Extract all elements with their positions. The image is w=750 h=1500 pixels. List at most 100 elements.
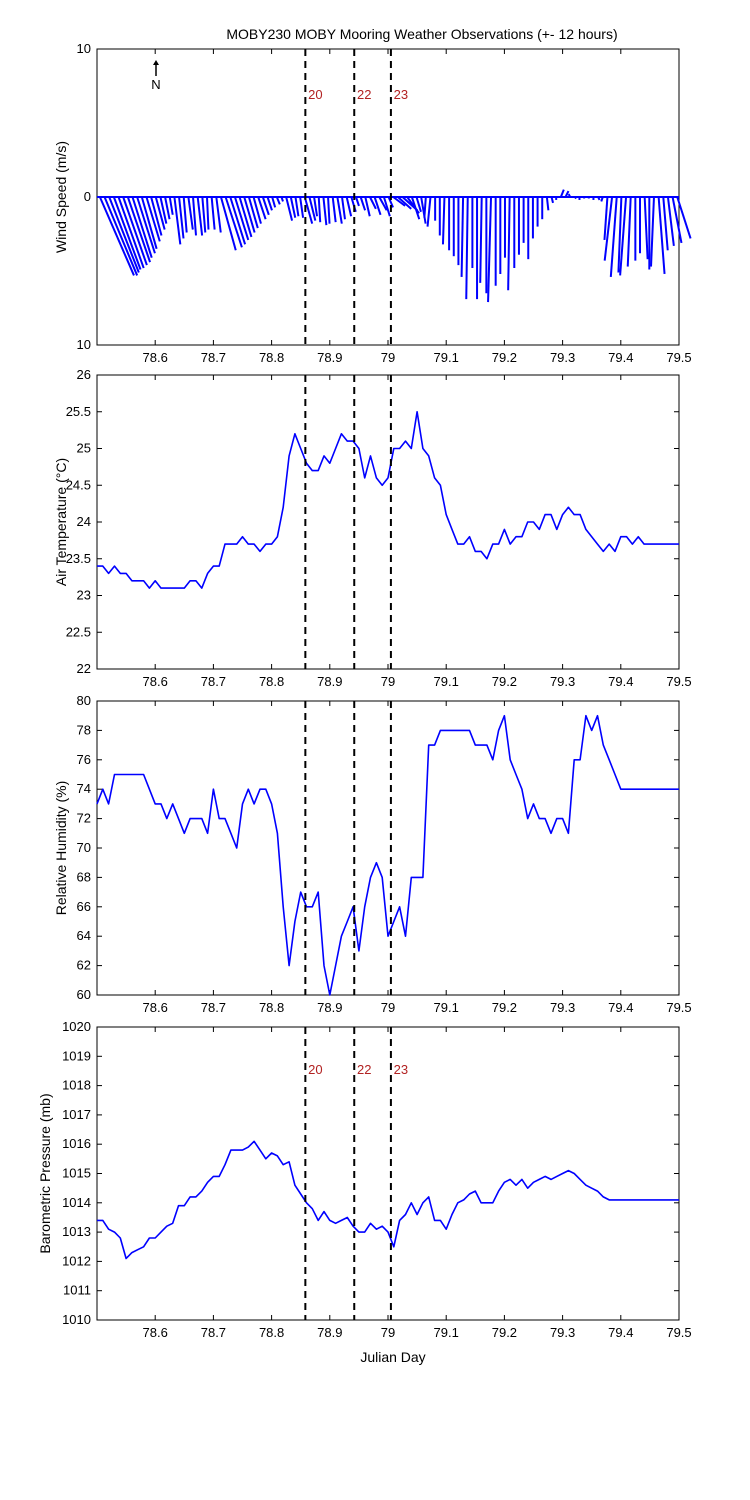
wind-stick — [327, 196, 331, 224]
pressure-ytick-label: 1011 — [63, 1283, 91, 1298]
temp-xtick-label: 79 — [381, 674, 395, 689]
pressure-xtick-label: 79.5 — [666, 1325, 691, 1340]
wind-event-label: 22 — [357, 87, 371, 102]
north-label: N — [151, 77, 160, 92]
humidity-xtick-label: 79.2 — [492, 1000, 517, 1015]
temp-y-axis-label: Air Temperature (°C) — [53, 458, 69, 586]
wind-xtick-label: 79.3 — [550, 350, 575, 365]
wind-xtick-label: 78.9 — [317, 350, 342, 365]
wind-stick — [112, 196, 142, 270]
wind-stick — [247, 196, 259, 229]
temp-xtick-label: 79.3 — [550, 674, 575, 689]
humidity-ytick-label: 66 — [77, 899, 91, 914]
wind-stick — [243, 196, 256, 233]
humidity-series-line — [96, 714, 679, 996]
wind-stick — [280, 196, 284, 202]
wind-stick — [271, 196, 277, 208]
wind-ytick-label: 0 — [84, 189, 91, 204]
wind-stick — [126, 196, 151, 263]
wind-stick — [150, 196, 163, 236]
wind-stick — [676, 196, 692, 239]
pressure-xtick-label: 78.9 — [317, 1325, 342, 1340]
wind-xtick-label: 79.2 — [492, 350, 517, 365]
wind-stick — [233, 196, 250, 241]
wind-stick — [205, 196, 210, 230]
temp-xtick-label: 79.1 — [434, 674, 459, 689]
wind-stick — [252, 196, 262, 224]
wind-stick — [507, 196, 511, 291]
pressure-ytick-label: 1018 — [62, 1078, 91, 1093]
wind-ytick-label: 10 — [77, 41, 91, 56]
temp-ytick-label: 23 — [77, 588, 91, 603]
wind-stick — [355, 196, 360, 207]
temp-panel: 78.6 78.7 78.8 78.9 79 79.1 79.2 79.3 79.4 79.5 22… — [53, 367, 692, 689]
wind-stick — [626, 196, 632, 267]
humidity-xtick-label: 79.1 — [434, 1000, 459, 1015]
humidity-xtick-label: 79.4 — [608, 1000, 633, 1015]
wind-stick — [289, 196, 297, 218]
wind-xtick-label: 79.4 — [608, 350, 633, 365]
humidity-xtick-label: 78.9 — [317, 1000, 342, 1015]
humidity-xtick-label: 79 — [381, 1000, 395, 1015]
wind-stick — [378, 196, 388, 211]
humidity-ytick-label: 60 — [77, 987, 91, 1002]
temp-ytick-label: 22.5 — [66, 624, 91, 639]
wind-stick — [313, 196, 319, 217]
wind-stick — [479, 196, 483, 283]
wind-ytick-label: 10 — [77, 337, 91, 352]
wind-stick — [415, 196, 422, 213]
pressure-event-label: 22 — [357, 1062, 371, 1077]
wind-xtick-label: 79.1 — [434, 350, 459, 365]
humidity-plot-frame — [96, 700, 680, 996]
wind-stick — [303, 196, 314, 224]
wind-stick — [201, 196, 207, 233]
pressure-event-label: 23 — [394, 1062, 408, 1077]
wind-stick — [322, 196, 328, 226]
wind-stick — [299, 196, 305, 218]
wind-stick — [460, 196, 465, 277]
wind-stick — [215, 196, 222, 233]
temp-xtick-label: 79.5 — [666, 674, 691, 689]
pressure-xtick-label: 79.1 — [434, 1325, 459, 1340]
temp-ytick-label: 24.5 — [66, 477, 91, 492]
wind-stick — [131, 196, 153, 258]
humidity-xtick-label: 78.8 — [259, 1000, 284, 1015]
wind-stick — [650, 196, 655, 267]
wind-stick — [345, 196, 353, 217]
wind-stick — [261, 196, 270, 216]
wind-stick — [136, 196, 156, 254]
wind-stick — [426, 196, 432, 227]
wind-stick — [662, 196, 669, 251]
wind-stick — [210, 196, 216, 230]
wind-stick — [550, 196, 554, 204]
temp-ytick-label: 24 — [77, 514, 91, 529]
humidity-ytick-label: 64 — [77, 928, 91, 943]
wind-xtick-label: 78.6 — [143, 350, 168, 365]
wind-stick — [317, 196, 322, 223]
humidity-ytick-label: 62 — [77, 958, 91, 973]
wind-stick — [423, 196, 427, 218]
x-axis-label: Julian Day — [360, 1349, 425, 1365]
wind-stick — [266, 196, 273, 211]
wind-stick — [603, 196, 614, 261]
pressure-plot-frame — [96, 1026, 680, 1321]
temp-plot-frame — [96, 374, 680, 670]
wind-stick — [397, 196, 412, 210]
wind-stick — [336, 196, 343, 224]
temp-xtick-label: 78.9 — [317, 674, 342, 689]
wind-stick — [603, 196, 609, 240]
wind-stick — [600, 196, 604, 202]
pressure-ytick-label: 1012 — [62, 1253, 91, 1268]
north-arrow-icon — [153, 60, 159, 65]
wind-stick — [574, 196, 578, 200]
wind-stick — [178, 196, 185, 239]
pressure-ytick-label: 1016 — [62, 1136, 91, 1151]
wind-stick — [666, 196, 675, 246]
wind-stick — [609, 196, 618, 277]
panels-group: 78.6 78.7 78.8 78.9 79 79.1 79.2 79.3 79.4 79.5 10… — [37, 41, 692, 1340]
wind-stick — [103, 196, 139, 276]
wind-stick — [559, 189, 565, 198]
humidity-xtick-label: 79.5 — [666, 1000, 691, 1015]
wind-stick — [220, 196, 237, 251]
wind-stick — [643, 196, 649, 260]
